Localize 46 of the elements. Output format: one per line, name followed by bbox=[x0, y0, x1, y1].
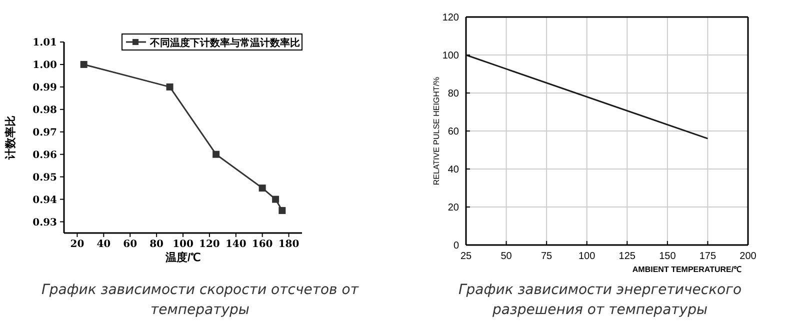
x-tick-label: 20 bbox=[70, 239, 84, 250]
point bbox=[272, 196, 280, 203]
x-tick-label: 80 bbox=[150, 239, 164, 250]
y-tick-label: 0.94 bbox=[32, 194, 58, 206]
y-tick-label: 0.93 bbox=[32, 217, 58, 228]
y-tick-label: 20 bbox=[448, 202, 460, 214]
y-tick-label: 0.97 bbox=[32, 127, 58, 138]
y-tick-label: 80 bbox=[448, 88, 460, 100]
x-tick-label: 180 bbox=[278, 239, 300, 250]
y-tick-label: 120 bbox=[442, 12, 460, 24]
y-axis-title: RELATIVE PULSE HEIGHT/% bbox=[432, 76, 441, 186]
y-tick-label: 0.95 bbox=[32, 172, 58, 184]
x-tick-label: 200 bbox=[740, 251, 757, 262]
y-tick-label: 0.98 bbox=[32, 104, 58, 116]
text: График зависимости скорости отсчетов от температуры bbox=[40, 281, 360, 320]
x-tick-label: 40 bbox=[96, 239, 111, 250]
x-tick-label: 160 bbox=[252, 239, 273, 250]
x-tick-label: 150 bbox=[659, 251, 676, 262]
point bbox=[212, 150, 220, 158]
legend-label: 不同温度下计数率与常温计数率比 bbox=[149, 37, 300, 49]
x-tick-label: 100 bbox=[578, 251, 596, 262]
text: График зависимости энергетического разрешения от температуры bbox=[457, 281, 743, 320]
x-tick-label: 140 bbox=[225, 239, 246, 250]
x-tick-label: 120 bbox=[199, 239, 220, 250]
y-tick-label: 60 bbox=[448, 126, 460, 138]
y-tick-label: 1.01 bbox=[32, 38, 57, 48]
point bbox=[80, 60, 88, 68]
point bbox=[258, 184, 266, 192]
y-tick-label: 0.99 bbox=[32, 82, 58, 94]
x-axis-title: AMBIENT TEMPERATURE/℃ bbox=[632, 265, 742, 274]
x-tick-label: 125 bbox=[618, 251, 636, 262]
x-tick-label: 100 bbox=[172, 239, 194, 250]
point bbox=[166, 83, 174, 90]
x-tick-label: 75 bbox=[541, 251, 553, 262]
y-axis-title: 计数率比 bbox=[4, 116, 17, 160]
y-tick-label: 40 bbox=[448, 164, 460, 176]
point bbox=[278, 207, 286, 214]
y-tick-label: 1.00 bbox=[32, 60, 58, 71]
y-tick-label: 0 bbox=[453, 240, 460, 252]
x-tick-label: 175 bbox=[699, 251, 716, 262]
x-tick-label: 60 bbox=[123, 239, 138, 250]
x-axis-title: 温度/℃ bbox=[164, 251, 201, 264]
y-tick-label: 100 bbox=[442, 50, 460, 62]
x-tick-label: 50 bbox=[500, 251, 512, 262]
x-tick-label: 25 bbox=[460, 251, 472, 262]
y-tick-label: 0.96 bbox=[32, 150, 58, 161]
